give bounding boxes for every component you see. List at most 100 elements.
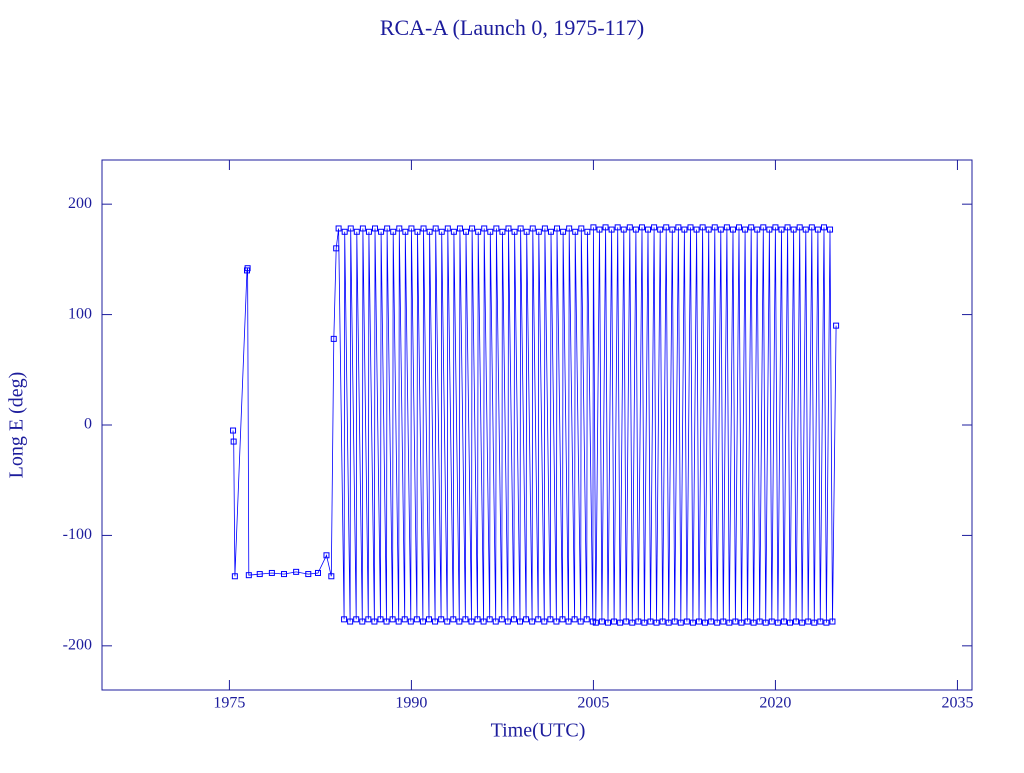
data-point [611, 618, 618, 625]
data-point [505, 225, 512, 232]
data-point [493, 225, 500, 232]
data-point [645, 226, 652, 233]
data-point [462, 616, 469, 623]
data-point [827, 226, 834, 233]
data-point [708, 618, 715, 625]
data-point [620, 226, 627, 233]
data-point [384, 225, 391, 232]
data-point [474, 616, 481, 623]
data-point [744, 618, 751, 625]
data-point [529, 618, 536, 625]
data-point [365, 616, 372, 623]
data-point [487, 228, 494, 235]
data-point [653, 619, 660, 626]
data-point [760, 224, 767, 231]
data-point [498, 616, 505, 623]
data-point [592, 619, 599, 626]
data-point [420, 225, 427, 232]
data-point [371, 618, 378, 625]
x-tick-label: 2005 [577, 695, 609, 712]
data-point [438, 616, 445, 623]
data-point [335, 225, 342, 232]
data-point [790, 226, 797, 233]
data-point [378, 228, 385, 235]
plot-frame [101, 159, 973, 691]
data-line [232, 227, 837, 623]
data-point [517, 225, 524, 232]
data-point [230, 438, 237, 445]
data-point [808, 224, 815, 231]
data-point [523, 228, 530, 235]
data-point [571, 616, 578, 623]
data-point [347, 618, 354, 625]
data-point [681, 226, 688, 233]
data-point [723, 224, 730, 231]
x-tick-label: 1975 [213, 695, 245, 712]
data-point [372, 225, 379, 232]
data-point [553, 618, 560, 625]
data-point [572, 228, 579, 235]
data-point [547, 228, 554, 235]
y-tick-label: -200 [63, 637, 92, 654]
data-point [480, 618, 487, 625]
data-point [608, 226, 615, 233]
data-point [341, 228, 348, 235]
chart-title: RCA-A (Launch 0, 1975-117) [380, 15, 644, 40]
data-point [750, 619, 757, 626]
data-point [768, 618, 775, 625]
data-point [328, 573, 335, 580]
data-point [596, 226, 603, 233]
data-point [635, 618, 642, 625]
data-point [590, 224, 597, 231]
data-point [732, 618, 739, 625]
y-tick-label: 0 [84, 416, 92, 433]
data-point [444, 618, 451, 625]
data-point [651, 224, 658, 231]
x-tick-label: 2035 [941, 695, 973, 712]
x-tick-label: 1990 [395, 695, 427, 712]
data-point [450, 228, 457, 235]
y-tick-label: -100 [63, 526, 92, 543]
data-point [323, 552, 330, 559]
data-point [365, 228, 372, 235]
data-point [663, 224, 670, 231]
data-point [756, 618, 763, 625]
data-point [614, 224, 621, 231]
data-point [560, 228, 567, 235]
data-point [426, 616, 433, 623]
data-point [829, 618, 836, 625]
data-point [754, 226, 761, 233]
data-point [717, 226, 724, 233]
data-point [589, 618, 596, 625]
data-point [444, 225, 451, 232]
data-point [486, 616, 493, 623]
data-point [823, 619, 830, 626]
data-point [641, 619, 648, 626]
data-point [689, 619, 696, 626]
data-point [578, 225, 585, 232]
data-point [598, 618, 605, 625]
data-point [230, 427, 237, 434]
data-point [566, 225, 573, 232]
data-point [413, 616, 420, 623]
data-point [687, 224, 694, 231]
data-point [407, 618, 414, 625]
x-tick-label: 2020 [759, 695, 791, 712]
data-point [632, 226, 639, 233]
data-point [796, 224, 803, 231]
data-point [414, 228, 421, 235]
data-point [244, 265, 251, 272]
y-axis-label: Long E (deg) [6, 372, 28, 479]
data-point [802, 226, 809, 233]
data-point [396, 225, 403, 232]
data-point [774, 619, 781, 626]
data-point [432, 225, 439, 232]
data-point [669, 226, 676, 233]
data-point [347, 225, 354, 232]
y-tick-label: 100 [68, 305, 92, 322]
data-point [657, 226, 664, 233]
data-point [541, 225, 548, 232]
data-point [389, 616, 396, 623]
data-point [383, 618, 390, 625]
